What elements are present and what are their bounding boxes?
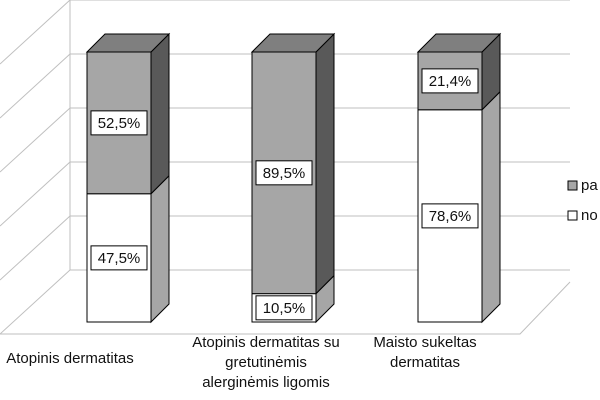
legend-swatch-pa bbox=[567, 180, 578, 191]
legend-label-no: no bbox=[581, 207, 598, 224]
legend: pa no bbox=[567, 177, 598, 224]
data-label-pa-1: 52,5% bbox=[98, 115, 141, 132]
bar-top-2 bbox=[250, 33, 336, 53]
category-label-2: Atopinis dermatitas su gretutinėmis alergi… bbox=[192, 334, 340, 391]
category-label-line: Atopinis dermatitas su bbox=[192, 334, 340, 351]
data-label-no-2: 10,5% bbox=[263, 300, 306, 317]
data-label-box bbox=[421, 68, 479, 94]
grid-diagonal bbox=[0, 53, 71, 119]
category-label-line: alerginėmis ligomis bbox=[202, 374, 330, 391]
bar-side-pa-1 bbox=[150, 32, 170, 195]
bar-top-3 bbox=[416, 33, 502, 53]
bar-side-pa-2 bbox=[315, 32, 335, 295]
data-label-box bbox=[255, 160, 313, 186]
grid-diagonal bbox=[0, 161, 71, 227]
legend-swatch-no bbox=[567, 210, 578, 221]
grid-diagonal bbox=[0, 107, 71, 173]
data-label-no-1: 47,5% bbox=[98, 250, 141, 267]
data-labels: 47,5% 52,5% 10,5% 89,5% 78,6% 21,4% bbox=[90, 68, 479, 321]
floor-edge bbox=[0, 281, 571, 335]
data-label-no-3: 78,6% bbox=[429, 208, 472, 225]
grid-diagonal bbox=[0, 269, 71, 335]
category-label-1: Atopinis dermatitas bbox=[6, 350, 134, 367]
legend-label-pa: pa bbox=[581, 177, 598, 194]
category-label-line: Atopinis dermatitas bbox=[6, 350, 134, 367]
data-label-pa-2: 89,5% bbox=[263, 165, 306, 182]
grid-diagonal bbox=[0, 0, 71, 65]
data-label-pa-3: 21,4% bbox=[429, 73, 472, 90]
data-label-box bbox=[255, 295, 313, 321]
grid-diagonal bbox=[0, 215, 71, 281]
data-label-box bbox=[90, 110, 148, 136]
category-label-line: gretutinėmis bbox=[225, 354, 307, 371]
category-labels: Atopinis dermatitas Atopinis dermatitas s… bbox=[6, 334, 476, 391]
category-label-line: Maisto sukeltas bbox=[373, 334, 476, 351]
bar-side-no-3 bbox=[481, 90, 501, 324]
category-label-line: dermatitas bbox=[390, 354, 460, 371]
bar-top-1 bbox=[85, 33, 171, 53]
data-label-box bbox=[90, 245, 148, 271]
data-label-box bbox=[421, 203, 479, 229]
category-label-3: Maisto sukeltas dermatitas bbox=[373, 334, 476, 371]
bar-side-no-1 bbox=[150, 174, 170, 324]
